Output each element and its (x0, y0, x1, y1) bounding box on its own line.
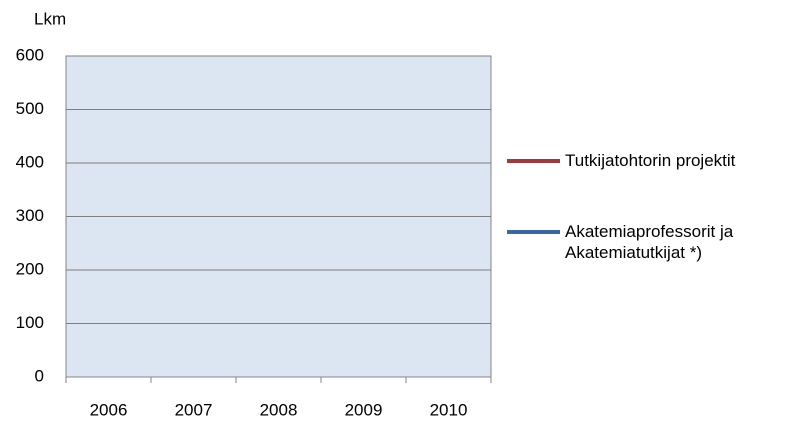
x-tick-label: 2006 (90, 400, 128, 419)
x-tick-label: 2007 (175, 400, 213, 419)
y-tick-label: 0 (35, 366, 44, 385)
y-axis-label: Lkm (34, 9, 66, 28)
x-tick-label: 2010 (430, 400, 468, 419)
legend-label: Akatemiaprofessorit ja Akatemiatutkijat … (565, 222, 734, 262)
y-tick-label: 200 (16, 259, 44, 278)
y-tick-label: 600 (16, 45, 44, 64)
y-tick-label: 100 (16, 313, 44, 332)
y-tick-label: 500 (16, 99, 44, 118)
y-tick-label: 400 (16, 152, 44, 171)
legend-label: Tutkijatohtorin projektit (565, 151, 736, 170)
x-tick-label: 2009 (345, 400, 383, 419)
x-tick-label: 2008 (260, 400, 298, 419)
y-tick-label: 300 (16, 206, 44, 225)
